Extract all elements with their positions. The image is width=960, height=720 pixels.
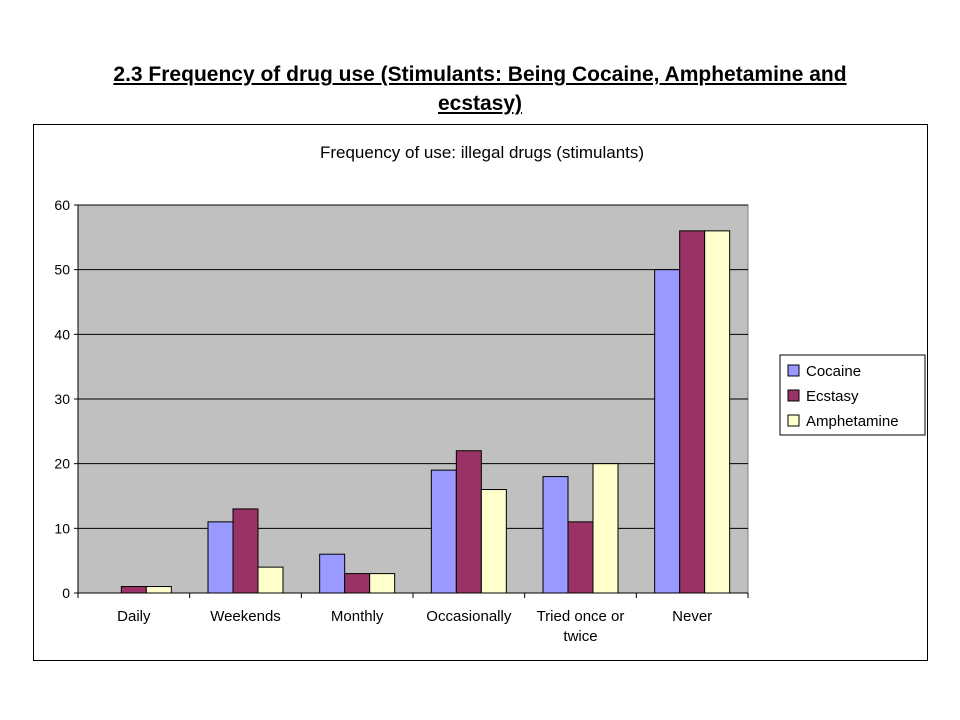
bar-cocaine-2 — [319, 553, 346, 594]
y-tick-label: 30 — [54, 391, 70, 407]
y-tick-label: 20 — [54, 456, 70, 472]
x-tick-label: Monthly — [331, 608, 384, 625]
x-tick-label: Occasionally — [426, 608, 512, 625]
legend-label-amphetamine: Amphetamine — [806, 413, 899, 430]
bar-ecstasy-1 — [232, 508, 259, 594]
x-tick-label: Daily — [117, 608, 151, 625]
y-tick-label: 10 — [54, 520, 70, 536]
x-tick-label: Tried once or — [537, 608, 625, 625]
bar-amphetamine-1 — [257, 566, 284, 594]
legend-swatch-amphetamine — [787, 414, 800, 427]
y-tick-label: 40 — [54, 326, 70, 342]
slide-title: 2.3 Frequency of drug use (Stimulants: B… — [40, 60, 920, 118]
bar-ecstasy-4 — [567, 521, 594, 594]
bar-ecstasy-0 — [120, 586, 147, 594]
x-tick-label: Weekends — [210, 608, 281, 625]
y-tick-label: 60 — [54, 197, 70, 213]
slide-title-line-2: ecstasy) — [437, 92, 523, 115]
legend-swatch-cocaine — [787, 364, 800, 377]
bar-ecstasy-5 — [679, 230, 706, 594]
y-tick-label: 50 — [54, 262, 70, 278]
bar-amphetamine-0 — [145, 586, 172, 594]
bar-cocaine-1 — [207, 521, 234, 594]
y-tick-label: 0 — [62, 585, 70, 601]
bar-amphetamine-2 — [369, 573, 396, 594]
bar-cocaine-3 — [430, 469, 457, 594]
bar-amphetamine-3 — [480, 489, 507, 594]
bar-ecstasy-2 — [344, 573, 371, 594]
chart-title: Frequency of use: illegal drugs (stimula… — [320, 143, 644, 162]
bar-amphetamine-4 — [592, 463, 619, 594]
x-tick-label: twice — [563, 628, 597, 645]
slide-title-line-1: 2.3 Frequency of drug use (Stimulants: B… — [113, 63, 847, 86]
x-tick-label: Never — [672, 608, 712, 625]
legend-label-cocaine: Cocaine — [806, 363, 861, 380]
legend-box — [779, 354, 926, 436]
bar-ecstasy-3 — [455, 450, 482, 594]
legend-label-ecstasy: Ecstasy — [806, 388, 859, 405]
bar-amphetamine-5 — [704, 230, 731, 594]
legend-swatch-ecstasy — [787, 389, 800, 402]
bar-cocaine-5 — [654, 269, 681, 594]
bar-cocaine-4 — [542, 476, 569, 594]
